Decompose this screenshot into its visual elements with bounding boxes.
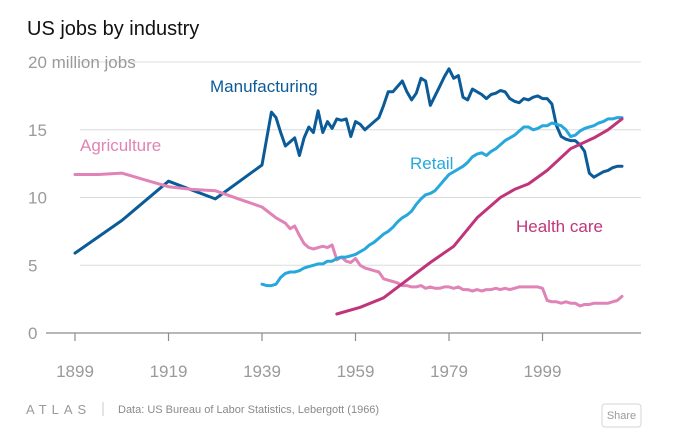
y-tick-label: 5	[28, 256, 37, 275]
share-button[interactable]: Share	[601, 403, 642, 428]
series-lines	[73, 67, 624, 316]
series-label-manufacturing: Manufacturing	[210, 77, 318, 96]
y-tick-label: 20 million jobs	[28, 53, 136, 72]
series-line-health-care	[335, 117, 624, 316]
source-note: Data: US Bureau of Labor Statistics, Leb…	[118, 404, 379, 416]
share-button-label: Share	[607, 410, 636, 422]
x-tick-label: 1939	[243, 362, 281, 381]
chart-title: US jobs by industry	[27, 18, 199, 40]
x-tick-label: 1899	[56, 362, 94, 381]
y-tick-label: 0	[28, 324, 37, 343]
x-tick-label: 1999	[524, 362, 562, 381]
x-axis: 1899 1919 1939 1959 1979 1999	[56, 333, 561, 381]
series-label-agriculture: Agriculture	[80, 136, 161, 155]
brand-text: ATLAS	[26, 402, 91, 417]
footer: ATLAS Data: US Bureau of Labor Statistic…	[26, 402, 642, 428]
y-tick-label: 10	[28, 189, 47, 208]
series-line-agriculture	[73, 171, 624, 308]
series-line-manufacturing	[73, 67, 624, 255]
y-axis: 0 5 10 15 20 million jobs	[28, 53, 136, 343]
series-label-health-care: Health care	[516, 217, 603, 236]
atlas-logo: ATLAS	[26, 402, 104, 417]
x-tick-label: 1919	[150, 362, 188, 381]
y-tick-label: 15	[28, 121, 47, 140]
series-label-retail: Retail	[410, 154, 453, 173]
series-line-retail	[260, 116, 624, 288]
grid	[46, 61, 641, 334]
x-tick-label: 1979	[430, 362, 468, 381]
x-tick-label: 1959	[337, 362, 375, 381]
